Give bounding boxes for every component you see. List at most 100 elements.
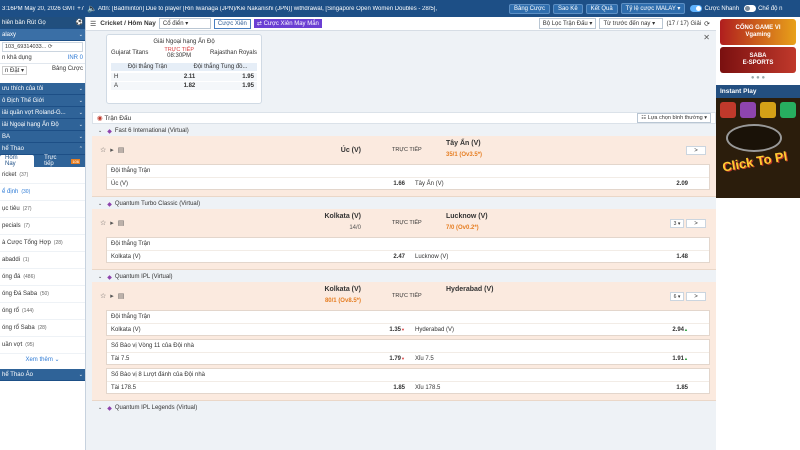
tab-live[interactable]: Trực tiếp 106	[34, 155, 85, 167]
match-row: ☆ ▸ ▤ Kolkata (V) 80/1 (Ov8.5*) TRỰC TIẾP …	[92, 282, 716, 310]
market-count-button[interactable]: 3 ▾	[670, 218, 684, 228]
compact-version-header[interactable]: hiên bản Rút Gọ ⚽	[0, 17, 85, 29]
odds-right[interactable]: 2.94▲	[551, 327, 694, 333]
league-count: (17 / 17) Giải	[666, 20, 702, 27]
odds-left[interactable]: 1.66	[393, 180, 405, 187]
carousel-dots[interactable]: ● ● ●	[750, 75, 766, 81]
close-icon[interactable]: ✕	[703, 33, 710, 42]
more-markets-button[interactable]: >	[686, 145, 706, 155]
stats-icon[interactable]: ▤	[117, 147, 125, 154]
sport-item[interactable]: óng Đá Saba (50)	[0, 286, 85, 303]
sidebar-section-nba[interactable]: BA ⌄	[0, 131, 85, 143]
soccer-ball-icon: ⚽	[75, 20, 83, 26]
bet-slip-tab[interactable]: n Đặt ▾	[2, 66, 28, 75]
toggle-switch-off[interactable]	[744, 5, 757, 12]
more-markets-button[interactable]: >	[686, 291, 706, 301]
speaker-icon[interactable]: 🔈	[87, 4, 97, 13]
star-icon[interactable]: ☆	[100, 293, 107, 300]
sidebar-section-favorites[interactable]: ưu thích của tôi ⌄	[0, 83, 85, 95]
odds-left[interactable]: 1.35▼	[271, 327, 411, 333]
odds-cell[interactable]: 2.11	[154, 73, 199, 82]
odds-value: 1.35	[389, 326, 402, 333]
odds-type-select[interactable]: Tỷ lệ cược MALAY ▾	[620, 3, 686, 14]
sport-item[interactable]: ục tiêu (27)	[0, 201, 85, 218]
parlay-button[interactable]: Cược Xiên	[213, 18, 251, 29]
star-icon[interactable]: ☆	[100, 220, 107, 227]
odds-cell[interactable]: 1.95	[198, 82, 257, 91]
results-button[interactable]: Kết Quả	[585, 3, 618, 14]
selection-right: Xỉu 178.5	[415, 384, 441, 391]
sport-item[interactable]: óng đá (486)	[0, 269, 85, 286]
star-icon[interactable]: ☆	[100, 147, 107, 154]
home-team: Úc (V)	[340, 146, 361, 154]
match-block: ☆ ▸ ▤ Kolkata (V) 80/1 (Ov8.5*) TRỰC TIẾP …	[92, 282, 716, 401]
sort-select[interactable]: Từ trước đến nay ▾	[599, 18, 664, 29]
news-ticker[interactable]: Attn: [Badminton] Due to player [Rin Iwa…	[98, 5, 438, 12]
bet-list-tab[interactable]: Bảng Cược	[52, 66, 83, 72]
match-filter-select[interactable]: Bộ Lọc Trận Đấu ▾	[538, 18, 597, 29]
saba-esports-banner[interactable]: SABA E-SPORTS	[720, 47, 796, 73]
bet-list-button[interactable]: Bảng Cược	[509, 3, 550, 14]
sidebar-section-ipl[interactable]: iải Ngoại hạng Ấn Độ ⌄	[0, 119, 85, 131]
league-header[interactable]: ⌄ ◆ Quantum Turbo Classic (Virtual)	[92, 199, 716, 209]
odds-left[interactable]: 1.79▼	[271, 356, 411, 362]
quick-bet-toggle[interactable]: Cược Nhanh	[690, 5, 739, 12]
sport-item[interactable]: óng rổ (144)	[0, 303, 85, 320]
roulette-wheel-icon	[726, 124, 782, 152]
game-thumb[interactable]	[720, 102, 736, 118]
refresh-icon[interactable]: ⟳	[704, 20, 710, 28]
play-icon[interactable]: ▸	[110, 220, 114, 227]
account-header[interactable]: alaxy ⌄	[0, 29, 85, 41]
chevron-down-icon: ⌄	[78, 371, 83, 378]
game-thumb[interactable]	[780, 102, 796, 118]
market-count-button[interactable]: 6 ▾	[670, 291, 684, 301]
sidebar-section-sports[interactable]: hể Thao ⌃	[0, 143, 85, 155]
sidebar-section-virtual[interactable]: hể Thao Ảo ⌄	[0, 369, 85, 381]
sidebar-section-world-cup[interactable]: ô Địch Thế Giới ⌄	[0, 95, 85, 107]
odds-left[interactable]: 2.47	[393, 253, 405, 260]
featured-match-card[interactable]: Giải Ngoại hạng Ấn Độ Gujarat Titans TRỰ…	[106, 34, 262, 104]
odds-left[interactable]: 1.85	[393, 384, 405, 391]
league-header[interactable]: ⌄ ◆ Fast 6 International (Virtual)	[92, 126, 716, 136]
toggle-switch-on[interactable]	[690, 5, 703, 12]
play-icon[interactable]: ▸	[110, 293, 114, 300]
instant-play-game[interactable]: Click To Pl	[716, 98, 800, 198]
game-thumb[interactable]	[740, 102, 756, 118]
tab-today[interactable]: Hôm Nay	[0, 155, 35, 167]
sport-item[interactable]: uần vợt (95)	[0, 337, 85, 354]
sport-item[interactable]: abaddi (1)	[0, 252, 85, 269]
view-mode-select[interactable]: Cổ điển ▾	[158, 18, 211, 29]
league-header[interactable]: ⌄ ◆ Quantum IPL Legends (Virtual)	[92, 403, 716, 413]
menu-icon[interactable]: ☰	[90, 20, 97, 28]
refresh-icon[interactable]: ⟳	[47, 44, 53, 50]
account-id: 103_69314033... ⟳	[2, 42, 83, 52]
play-icon[interactable]: ▸	[110, 147, 114, 154]
sport-count: (144)	[22, 308, 34, 314]
match-block: ☆ ▸ ▤ Kolkata (V) 14/0 TRỰC TIẾP Lucknow (…	[92, 209, 716, 270]
sidebar-section-roland-garros[interactable]: iải quần vợt Roland-G... ⌄	[0, 107, 85, 119]
sport-item[interactable]: ể định (30)	[0, 184, 85, 201]
odds-right[interactable]: 2.09	[676, 180, 688, 187]
vgaming-banner[interactable]: CỔNG GAME VI Vgaming	[720, 19, 796, 45]
odds-cell[interactable]: 1.82	[154, 82, 199, 91]
sport-item[interactable]: à Cược Tổng Hợp (28)	[0, 235, 85, 252]
see-more-link[interactable]: Xem thêm ⌄	[25, 357, 60, 363]
sport-item[interactable]: óng rổ Saba (28)	[0, 320, 85, 337]
more-markets-button[interactable]: >	[686, 218, 706, 228]
live-label: TRỰC TIẾP	[392, 293, 422, 299]
league-header[interactable]: ⌄ ◆ Quantum IPL (Virtual)	[92, 272, 716, 282]
odds-right[interactable]: 1.91▲	[551, 356, 694, 362]
sport-item[interactable]: ricket (37)	[0, 167, 85, 184]
statement-button[interactable]: Sao Kê	[552, 3, 583, 14]
game-thumb[interactable]	[760, 102, 776, 118]
stats-icon[interactable]: ▤	[117, 293, 125, 300]
odds-selection-select[interactable]: ☷ Lựa chọn bình thường ▾	[637, 113, 711, 123]
matches-title: ◉ Trận Đấu	[97, 114, 131, 122]
odds-right[interactable]: 1.48	[676, 253, 688, 260]
mode-toggle[interactable]: Chế độ n	[744, 5, 782, 12]
odds-cell[interactable]: 1.95	[198, 73, 257, 82]
sport-item[interactable]: pecials (7)	[0, 218, 85, 235]
stats-icon[interactable]: ▤	[117, 220, 125, 227]
odds-right[interactable]: 1.85	[676, 384, 688, 391]
lucky-parlay-button[interactable]: ⇄ Cược Xiên May Mắn	[253, 19, 322, 28]
